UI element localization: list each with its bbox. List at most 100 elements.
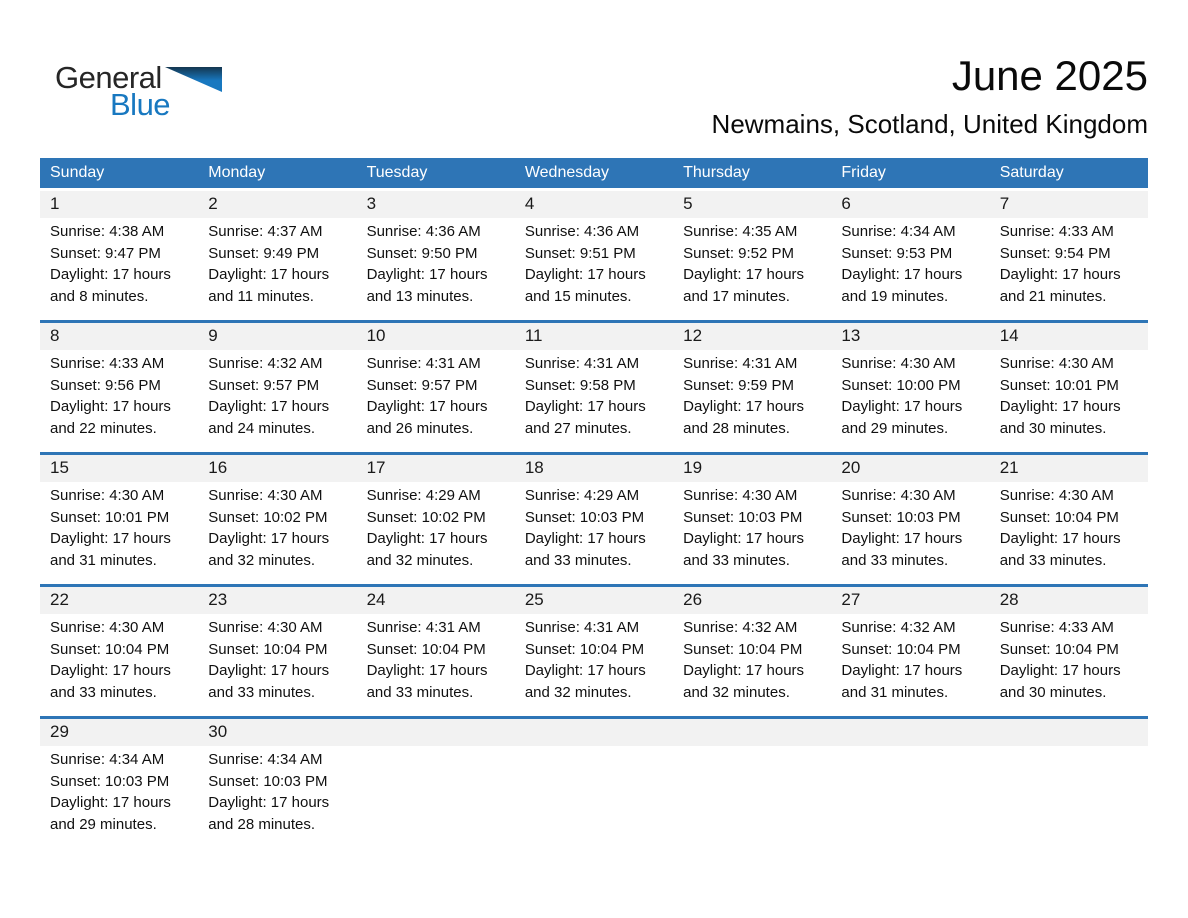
daylight-text: Daylight: 17 hours [50,530,171,548]
empty-day-cell [515,746,673,848]
logo-text-general: General [55,60,162,95]
sunset-text: Sunset: 10:01 PM [999,376,1119,394]
daylight-text: Daylight: 17 hours [366,530,488,548]
day-number-row: 22 23 24 25 26 27 28 [40,587,1148,615]
daylight-text: and 19 minutes. [841,287,949,305]
day-number: 18 [524,458,544,478]
day-details-row: Sunrise: 4:30 AM Sunset: 10:01 PM Daylight… [40,482,1148,584]
daylight-text: and 13 minutes. [366,287,474,305]
day-number: 25 [524,590,544,610]
sunset-text: Sunset: 10:03 PM [841,508,961,526]
weekday-header-saturday: Saturday [999,164,1064,182]
daylight-text: and 30 minutes. [999,419,1107,437]
sunset-text: Sunset: 10:04 PM [999,508,1119,526]
daylight-text: and 32 minutes. [366,551,474,569]
sunrise-text: Sunrise: 4:30 AM [999,487,1114,505]
daylight-text: and 29 minutes. [50,815,157,833]
daylight-text: Daylight: 17 hours [841,662,963,680]
day-cell-details: Sunrise: 4:31 AM Sunset: 9:57 PM Daylight:… [357,350,515,452]
sunrise-text: Sunrise: 4:34 AM [50,751,165,769]
day-number-row: 15 16 17 18 19 20 21 [40,455,1148,483]
daylight-text: and 11 minutes. [208,287,314,305]
day-cell-details: Sunrise: 4:32 AM Sunset: 10:04 PM Daylight… [831,614,989,716]
daylight-text: Daylight: 17 hours [683,398,805,416]
sunrise-text: Sunrise: 4:33 AM [999,619,1114,637]
daylight-text: and 30 minutes. [999,683,1107,701]
day-number: 6 [841,194,851,214]
day-number: 15 [50,458,69,478]
sunset-text: Sunset: 10:04 PM [524,640,645,658]
sunrise-text: Sunrise: 4:32 AM [841,619,956,637]
day-cell-details: Sunrise: 4:38 AM Sunset: 9:47 PM Daylight:… [40,218,198,320]
daylight-text: and 33 minutes. [50,683,157,701]
day-details-row: Sunrise: 4:38 AM Sunset: 9:47 PM Daylight:… [40,218,1148,320]
sunrise-text: Sunrise: 4:34 AM [841,223,956,241]
day-cell-details: Sunrise: 4:36 AM Sunset: 9:51 PM Daylight:… [515,218,673,320]
sunset-text: Sunset: 10:03 PM [50,772,170,790]
daylight-text: Daylight: 17 hours [366,398,488,416]
day-cell-details: Sunrise: 4:30 AM Sunset: 10:04 PM Daylight… [198,614,356,716]
daylight-text: and 32 minutes. [208,551,316,569]
weekday-header-sunday: Sunday [50,164,105,182]
empty-day-number [673,719,831,746]
weeks-container: 1 2 3 4 5 6 7 Sunrise: 4:38 AM Sunset: 9:47 PM Da… [40,191,1148,848]
month-title: June 2025 [951,52,1148,99]
day-number: 26 [683,590,703,610]
day-cell-details: Sunrise: 4:33 AM Sunset: 10:04 PM Daylight… [990,614,1148,716]
daylight-text: and 28 minutes. [208,815,316,833]
day-details-row: Sunrise: 4:34 AM Sunset: 10:03 PM Daylight… [40,746,1148,848]
sunrise-text: Sunrise: 4:35 AM [683,223,798,241]
day-number: 22 [50,590,69,610]
title-block: June 2025 Newmains, Scotland, United Kin… [712,52,1148,140]
empty-day-cell [673,746,831,848]
calendar-table: Sunday Monday Tuesday Wednesday Thursday Frid… [40,158,1148,848]
weekday-header-friday: Friday [841,164,886,182]
day-cell-details: Sunrise: 4:30 AM Sunset: 10:01 PM Daylight… [40,482,198,584]
daylight-text: Daylight: 17 hours [683,530,805,548]
day-cell-details: Sunrise: 4:34 AM Sunset: 9:53 PM Daylight:… [831,218,989,320]
sunrise-text: Sunrise: 4:30 AM [50,487,165,505]
daylight-text: Daylight: 17 hours [524,662,646,680]
sunset-text: Sunset: 10:04 PM [683,640,803,658]
daylight-text: Daylight: 17 hours [999,530,1121,548]
general-blue-logo: General Blue [40,52,222,123]
weekday-header-tuesday: Tuesday [366,164,428,182]
day-cell-details: Sunrise: 4:31 AM Sunset: 10:04 PM Daylight… [515,614,673,716]
weekday-header-row: Sunday Monday Tuesday Wednesday Thursday Frid… [40,158,1148,189]
page-header: General Blue June 2025 Newmains, Scotlan… [0,0,1188,140]
sunset-text: Sunset: 9:59 PM [683,376,795,394]
day-number-row: 29 30 [40,719,1148,747]
daylight-text: and 33 minutes. [841,551,949,569]
day-number-row: 8 9 10 11 12 13 14 [40,323,1148,351]
sunset-text: Sunset: 10:03 PM [524,508,645,526]
sunset-text: Sunset: 10:02 PM [208,508,328,526]
day-cell-details: Sunrise: 4:31 AM Sunset: 10:04 PM Daylight… [357,614,515,716]
day-number: 23 [208,590,228,610]
daylight-text: Daylight: 17 hours [208,398,330,416]
sunrise-text: Sunrise: 4:36 AM [366,223,481,241]
sunrise-text: Sunrise: 4:38 AM [50,223,165,241]
day-cell-details: Sunrise: 4:29 AM Sunset: 10:02 PM Daylight… [357,482,515,584]
daylight-text: and 29 minutes. [841,419,949,437]
daylight-text: Daylight: 17 hours [524,530,646,548]
week-row: 29 30 Sunrise: 4:34 AM Sunset: 10:03 PM Dayl… [40,716,1148,848]
sunset-text: Sunset: 9:56 PM [50,376,161,394]
day-number: 19 [683,458,703,478]
day-number: 2 [208,194,218,214]
sunset-text: Sunset: 9:53 PM [841,244,953,262]
sunset-text: Sunset: 10:02 PM [366,508,486,526]
day-cell-details: Sunrise: 4:30 AM Sunset: 10:03 PM Daylight… [673,482,831,584]
weekday-header-wednesday: Wednesday [524,164,610,182]
daylight-text: and 33 minutes. [208,683,316,701]
sunrise-text: Sunrise: 4:29 AM [366,487,481,505]
empty-day-cell [990,746,1148,848]
empty-day-cell [357,746,515,848]
sunset-text: Sunset: 9:57 PM [366,376,478,394]
day-number: 14 [999,326,1019,346]
sunrise-text: Sunrise: 4:31 AM [366,355,481,373]
sunrise-text: Sunrise: 4:36 AM [524,223,640,241]
day-cell-details: Sunrise: 4:34 AM Sunset: 10:03 PM Daylight… [40,746,198,848]
daylight-text: and 26 minutes. [366,419,474,437]
daylight-text: and 22 minutes. [50,419,157,437]
day-number: 11 [524,326,543,346]
